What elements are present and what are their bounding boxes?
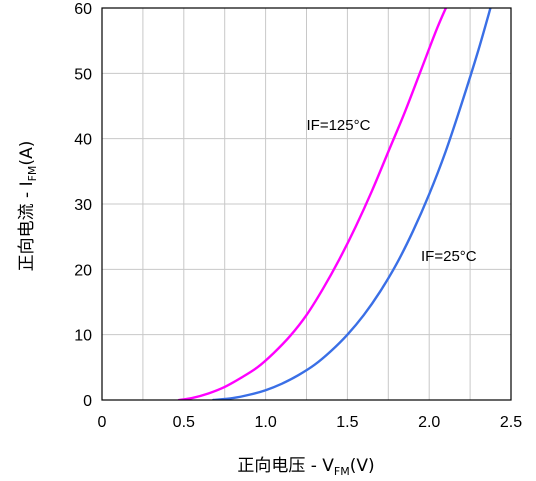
x-tick-label: 2.5 (500, 414, 522, 431)
x-axis-label: 正向电压 - VFM(V) (237, 456, 374, 478)
y-tick-label: 30 (74, 197, 92, 214)
annotations: IF=125°C IF=25°C (307, 117, 477, 265)
series-line (212, 8, 492, 400)
y-tick-label: 40 (74, 132, 92, 149)
y-tick-label: 60 (74, 1, 92, 18)
y-axis-label: 正向电流 - IFM(A) (17, 141, 39, 272)
y-tick-label: 50 (74, 66, 92, 83)
series-line (177, 8, 448, 400)
y-tick-label: 20 (74, 262, 92, 279)
grid (102, 8, 511, 400)
x-tick-label: 0.5 (173, 414, 195, 431)
y-tick-label: 10 (74, 328, 92, 345)
series-annotation: IF=25°C (421, 248, 477, 265)
y-tick-label: 0 (83, 393, 92, 410)
x-tick-label: 0 (98, 414, 107, 431)
x-tick-labels: 0 0.5 1.0 1.5 2.0 2.5 (98, 414, 523, 431)
y-tick-labels: 0 10 20 30 40 50 60 (74, 1, 92, 410)
x-tick-label: 1.0 (254, 414, 276, 431)
series-layer (177, 8, 492, 400)
x-tick-label: 1.5 (336, 414, 358, 431)
series-annotation: IF=125°C (307, 117, 371, 134)
plot-frame (101, 7, 512, 401)
x-tick-label: 2.0 (418, 414, 440, 431)
